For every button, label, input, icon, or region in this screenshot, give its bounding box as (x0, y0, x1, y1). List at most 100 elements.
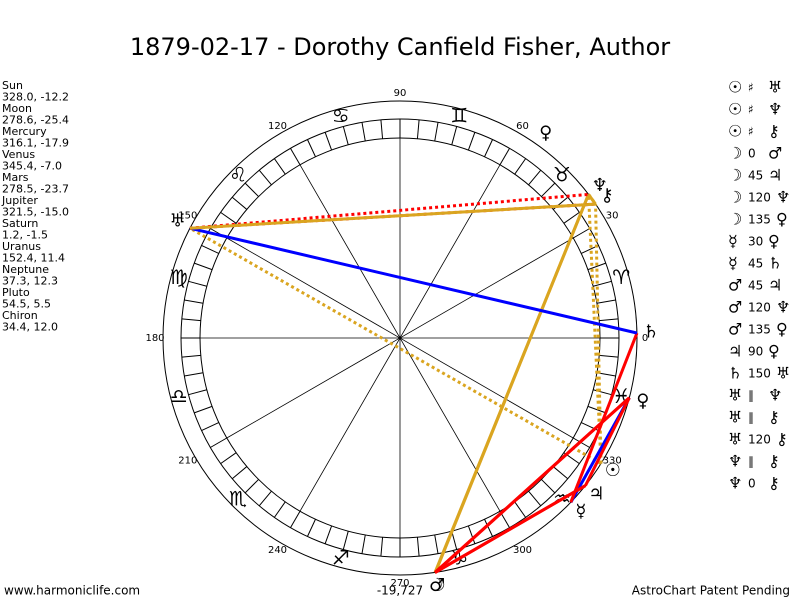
planet-glyph: ♄ (643, 322, 659, 343)
degree-label: 240 (268, 545, 287, 556)
aspect-type: ♯ (748, 125, 754, 139)
ring-tick (529, 170, 541, 185)
degree-label: 270 (390, 578, 409, 589)
aspect-p2: ⚷ (768, 452, 780, 471)
ring-tick (221, 453, 237, 464)
aspect-p1: ♅ (728, 386, 742, 405)
aspect-type: 120 (748, 433, 771, 447)
degree-label: 60 (516, 121, 529, 132)
aspect-type: 135 (748, 213, 771, 227)
aspect-p2: ♀ (768, 232, 780, 251)
ring-tick (307, 140, 315, 157)
aspect-type: ♯ (748, 81, 754, 95)
zodiac-sign: ♍ (170, 265, 188, 289)
ring-tick (194, 406, 212, 412)
ring-tick (291, 511, 301, 527)
aspect-p2: ♃ (768, 166, 782, 185)
aspect-p2: ⚷ (776, 430, 788, 449)
degree-label: 120 (268, 121, 287, 132)
ring-tick (435, 122, 438, 141)
aspect-p2: ♆ (776, 298, 790, 317)
aspect-p1: ☉ (728, 78, 742, 97)
ring-tick (274, 502, 285, 518)
aspect-p1: ♃ (728, 342, 742, 361)
ring-tick (529, 491, 541, 506)
title: 1879-02-17 - Dorothy Canfield Fisher, Au… (130, 33, 670, 61)
aspect-p1: ☿ (728, 232, 738, 251)
aspect-p2: ♆ (768, 100, 782, 119)
ring-tick (599, 319, 618, 321)
planet-glyph: ♀ (636, 390, 649, 411)
ring-tick (259, 170, 271, 185)
degree-label: 30 (606, 211, 619, 222)
degree-label: 90 (394, 88, 407, 99)
aspect-line (190, 204, 596, 228)
planet-glyph: ☉ (605, 460, 621, 481)
aspect-type: 0 (748, 147, 756, 161)
aspect-p2: ⚷ (768, 122, 780, 141)
aspect-p1: ♅ (728, 408, 742, 427)
aspect-p1: ♂ (728, 298, 742, 317)
ring-tick (435, 535, 438, 554)
aspect-type: 45 (748, 257, 763, 271)
zodiac-sign: ♏ (229, 486, 247, 510)
aspect-type: ♯ (748, 103, 754, 117)
ring-tick (468, 132, 474, 150)
zodiac-sign: ♊ (450, 103, 468, 127)
ring-tick (381, 120, 383, 139)
degree-label: 210 (178, 456, 197, 467)
planet-glyph: ♃ (588, 483, 604, 504)
ring-tick (274, 159, 285, 175)
ring-tick (291, 148, 301, 164)
ring-tick (588, 406, 606, 412)
ring-tick (182, 355, 201, 357)
ring-tick (188, 390, 206, 395)
footer-right: AstroChart Patent Pending (632, 584, 790, 598)
ring-tick (362, 535, 365, 554)
ring-tick (381, 537, 383, 556)
degree-label: 300 (513, 545, 532, 556)
ring-tick (485, 140, 493, 157)
zodiac-sign: ♋ (332, 103, 350, 127)
aspect-type: 135 (748, 323, 771, 337)
ring-tick (232, 197, 247, 209)
aspect-type: 45 (748, 169, 763, 183)
aspect-p1: ♂ (728, 276, 742, 295)
zodiac-sign: ♈ (612, 265, 630, 289)
ring-tick (343, 126, 348, 144)
aspect-p2: ⚷ (768, 474, 780, 493)
aspect-p2: ♀ (776, 210, 788, 229)
ring-tick (417, 537, 419, 556)
aspect-type: ∥ (748, 411, 754, 425)
zodiac-sign: ♎ (170, 384, 188, 408)
planet-glyph: ♅ (169, 211, 185, 232)
planet-glyph: ⚷ (601, 185, 614, 206)
aspect-p1: ☽ (728, 166, 742, 185)
planet-glyph: ☿ (575, 501, 586, 522)
ring-tick (593, 390, 611, 395)
aspect-p2: ♆ (768, 386, 782, 405)
planet-coords: 34.4, 12.0 (2, 321, 58, 334)
ring-tick (184, 300, 203, 303)
ring-tick (325, 132, 331, 150)
aspect-p2: ♃ (768, 276, 782, 295)
aspect-p1: ☽ (728, 210, 742, 229)
aspect-p2: ♅ (776, 364, 790, 383)
aspect-p2: ⚷ (768, 408, 780, 427)
ring-tick (259, 491, 271, 506)
ring-tick (325, 526, 331, 544)
aspect-p1: ☉ (728, 100, 742, 119)
aspect-p2: ♂ (768, 144, 782, 163)
aspect-p1: ♅ (728, 430, 742, 449)
ring-tick (184, 373, 203, 376)
ring-tick (202, 423, 219, 431)
aspect-line (190, 194, 589, 228)
ring-tick (245, 479, 258, 492)
aspect-p2: ♅ (768, 78, 782, 97)
planet-glyph: ♂ (429, 575, 445, 596)
ring-tick (194, 263, 212, 269)
footer-left[interactable]: www.harmoniclife.com (4, 584, 140, 598)
ring-tick (210, 438, 226, 448)
zodiac-sign: ♌ (229, 163, 247, 187)
